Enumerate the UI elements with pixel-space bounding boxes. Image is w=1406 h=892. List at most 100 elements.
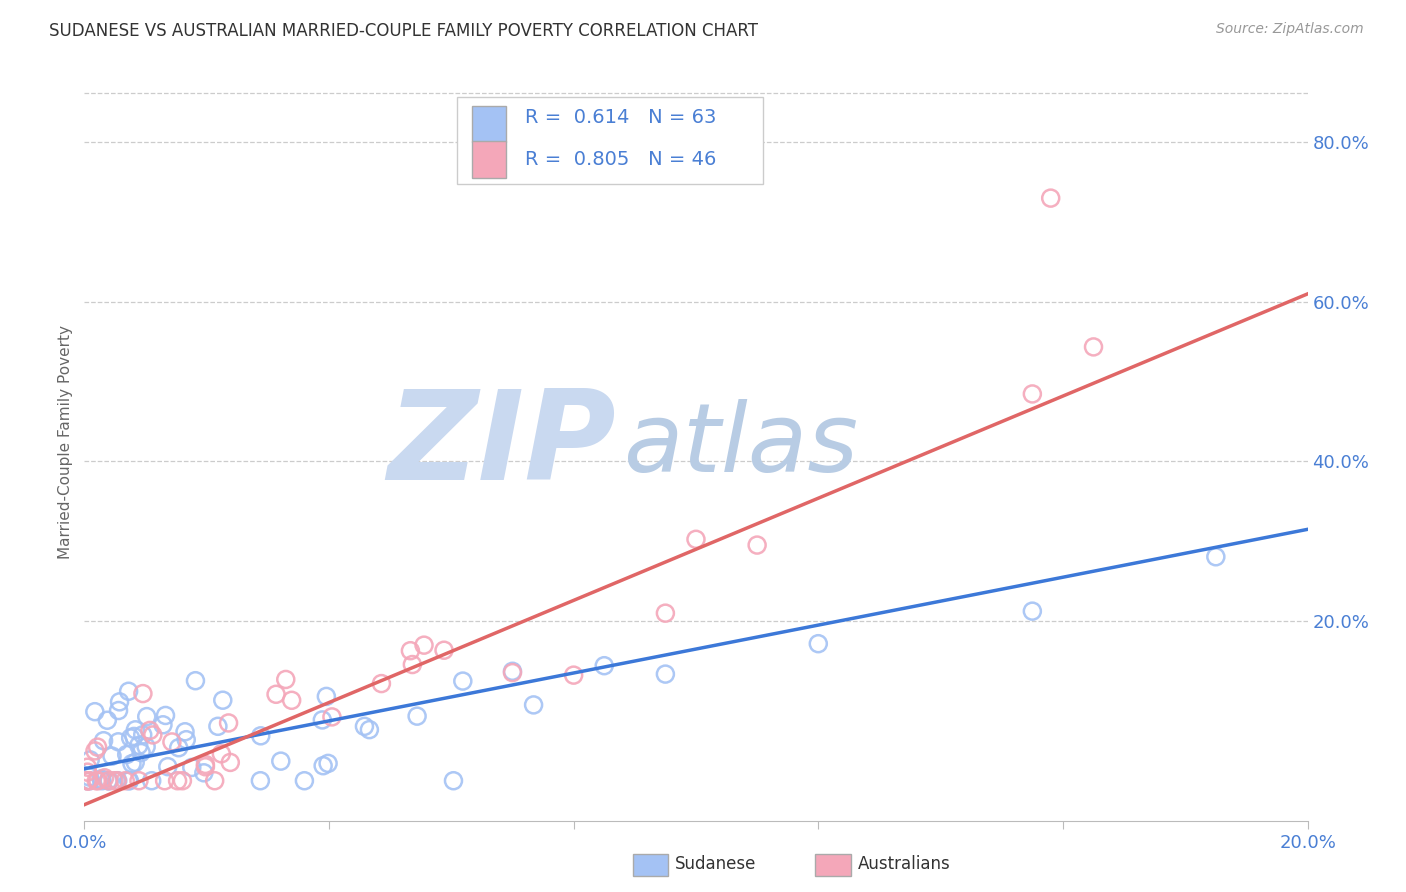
Point	[294, 773, 316, 788]
Point	[108, 695, 131, 709]
Point	[129, 746, 152, 760]
Point	[502, 665, 524, 680]
Point	[107, 704, 129, 718]
FancyBboxPatch shape	[457, 96, 763, 184]
Point	[97, 773, 120, 788]
Point	[207, 719, 229, 733]
Point	[174, 732, 197, 747]
Point	[93, 733, 115, 747]
Point	[114, 773, 136, 788]
Point	[93, 771, 115, 785]
Point	[312, 758, 335, 772]
Point	[315, 690, 337, 704]
Point	[83, 705, 105, 719]
Point	[118, 773, 141, 788]
Point	[249, 729, 271, 743]
Point	[654, 667, 676, 681]
Point	[562, 668, 585, 682]
Point	[193, 765, 215, 780]
FancyBboxPatch shape	[472, 105, 506, 142]
Point	[218, 715, 240, 730]
Point	[76, 760, 98, 774]
Point	[406, 709, 429, 723]
Point	[270, 754, 292, 768]
Point	[807, 637, 830, 651]
Point	[107, 735, 129, 749]
Point	[142, 728, 165, 742]
Text: Sudanese: Sudanese	[675, 855, 756, 873]
Point	[91, 773, 114, 788]
Point	[219, 756, 242, 770]
Point	[156, 759, 179, 773]
Point	[124, 756, 146, 770]
Point	[96, 713, 118, 727]
Point	[79, 753, 101, 767]
Point	[103, 773, 125, 788]
Point	[211, 693, 233, 707]
Point	[105, 773, 128, 788]
Point	[209, 747, 232, 761]
Text: ZIP: ZIP	[388, 384, 616, 506]
Text: R =  0.805   N = 46: R = 0.805 N = 46	[524, 150, 716, 169]
Point	[77, 773, 100, 788]
Text: atlas: atlas	[623, 399, 858, 491]
Point	[747, 538, 769, 552]
Point	[264, 687, 287, 701]
Point	[523, 698, 546, 712]
Point	[132, 728, 155, 742]
Point	[105, 773, 128, 788]
Point	[280, 693, 302, 707]
Point	[593, 658, 616, 673]
Point	[399, 644, 422, 658]
Text: Source: ZipAtlas.com: Source: ZipAtlas.com	[1216, 22, 1364, 37]
Point	[117, 773, 139, 788]
Point	[87, 773, 110, 788]
Point	[76, 773, 98, 788]
Y-axis label: Married-Couple Family Poverty: Married-Couple Family Poverty	[58, 325, 73, 558]
Point	[311, 713, 333, 727]
Point	[117, 684, 139, 698]
Point	[353, 719, 375, 733]
Point	[101, 749, 124, 764]
Point	[152, 718, 174, 732]
Point	[79, 773, 101, 788]
Point	[76, 773, 98, 788]
Point	[249, 773, 271, 788]
Point	[174, 724, 197, 739]
Point	[128, 773, 150, 788]
Point	[401, 657, 423, 672]
Point	[84, 773, 107, 788]
Point	[121, 756, 143, 771]
Point	[135, 709, 157, 723]
Point	[115, 747, 138, 762]
Point	[76, 773, 98, 788]
Point	[153, 773, 176, 788]
Point	[1039, 191, 1062, 205]
Point	[443, 773, 465, 788]
Point	[172, 773, 194, 788]
Point	[128, 739, 150, 753]
Point	[98, 773, 121, 788]
Point	[654, 606, 676, 620]
Point	[139, 723, 162, 738]
Point	[160, 735, 183, 749]
Point	[86, 740, 108, 755]
Point	[132, 687, 155, 701]
Point	[1021, 604, 1043, 618]
Point	[124, 723, 146, 737]
Point	[84, 744, 107, 758]
Point	[274, 673, 297, 687]
Point	[122, 730, 145, 744]
Point	[194, 757, 217, 772]
Point	[166, 773, 188, 788]
Point	[359, 723, 381, 737]
Point	[413, 638, 436, 652]
Point	[155, 708, 177, 723]
Text: R =  0.614   N = 63: R = 0.614 N = 63	[524, 108, 716, 128]
Point	[97, 773, 120, 788]
Point	[316, 756, 339, 771]
Point	[107, 773, 129, 788]
Point	[135, 739, 157, 754]
Point	[1083, 340, 1105, 354]
Point	[184, 673, 207, 688]
